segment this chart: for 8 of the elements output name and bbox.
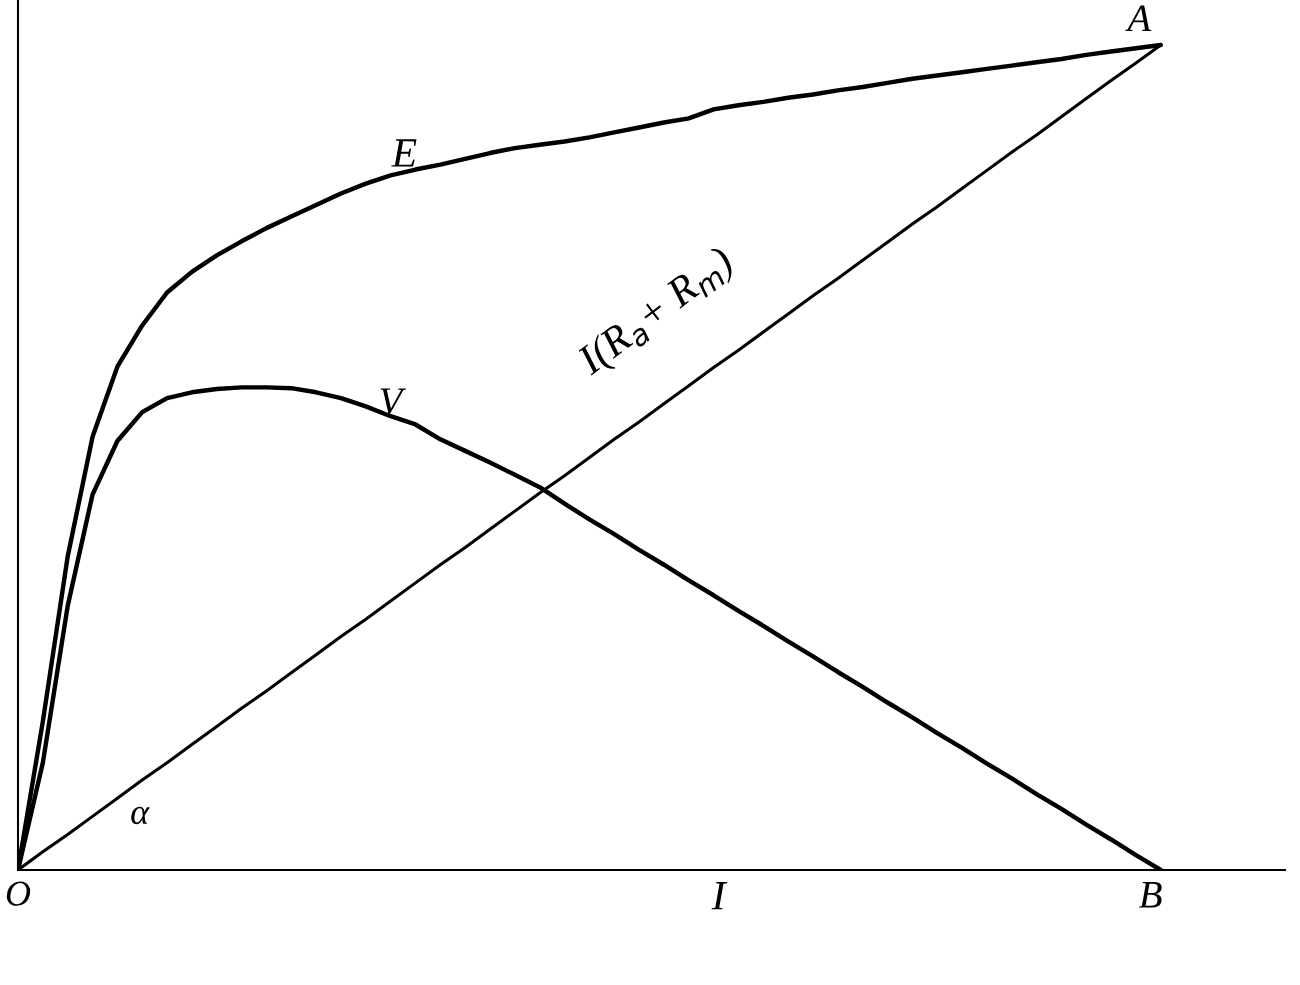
text: A <box>1125 5 1152 32</box>
annotation: E <box>391 139 417 167</box>
annotation: V <box>380 388 407 415</box>
x-axis-title: I <box>711 882 728 910</box>
text: B <box>1139 881 1162 908</box>
text: O <box>6 881 31 906</box>
annotation: I(R$_{a}$+ R$_{m}$) <box>573 244 740 383</box>
annotation: α <box>131 806 150 825</box>
